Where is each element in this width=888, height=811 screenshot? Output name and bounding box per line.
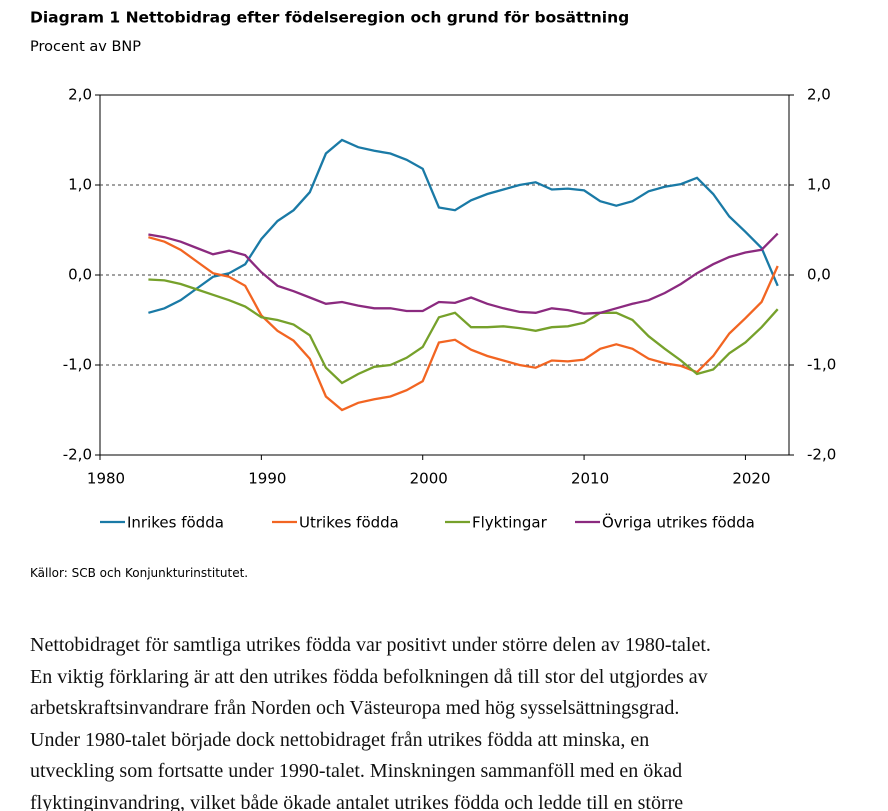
- legend-label: Övriga utrikes födda: [602, 513, 755, 532]
- x-tick-label: 2010: [571, 470, 609, 488]
- chart-subtitle: Procent av BNP: [30, 39, 141, 55]
- y-tick-label: 2,0: [68, 86, 92, 104]
- x-tick-label: 2020: [732, 470, 770, 488]
- y-tick-label: -1,0: [63, 356, 92, 374]
- legend-label: Utrikes födda: [299, 514, 399, 532]
- x-tick-label: 2000: [410, 470, 448, 488]
- text-line: En viktig förklaring är att den utrikes …: [30, 665, 708, 688]
- text-line: Nettobidraget för samtliga utrikes födda…: [30, 634, 711, 656]
- text-line: flyktinginvandring, vilket både ökade an…: [30, 791, 684, 811]
- y2-tick-label: -2,0: [807, 446, 836, 464]
- source-note: Källor: SCB och Konjunkturinstitutet.: [30, 566, 249, 580]
- y-tick-label: -2,0: [63, 446, 92, 464]
- body-text: Nettobidraget för samtliga utrikes födda…: [30, 630, 711, 811]
- y-tick-label: 0,0: [68, 266, 92, 284]
- text-line: Under 1980-talet började dock nettobidra…: [30, 728, 650, 751]
- x-tick-label: 1990: [248, 470, 286, 488]
- legend-label: Inrikes födda: [127, 514, 224, 532]
- y2-tick-label: 2,0: [807, 86, 831, 104]
- y-tick-label: 1,0: [68, 176, 92, 194]
- line-series: [148, 138, 779, 314]
- chart: Diagram 1 Nettobidrag efter födelseregio…: [30, 9, 836, 532]
- y2-tick-label: -1,0: [807, 356, 836, 374]
- y2-tick-label: 1,0: [807, 176, 831, 194]
- legend-label: Flyktingar: [472, 514, 548, 532]
- chart-title: Diagram 1 Nettobidrag efter födelseregio…: [30, 9, 629, 27]
- text-line: utveckling som fortsatte under 1990-tale…: [30, 760, 683, 782]
- line-series: [148, 278, 779, 385]
- line-series: [148, 236, 779, 412]
- text-line: arbetskraftsinvandrare från Norden och V…: [30, 697, 680, 719]
- x-tick-label: 1980: [87, 470, 125, 488]
- line-series: [148, 232, 779, 315]
- y2-tick-label: 0,0: [807, 266, 831, 284]
